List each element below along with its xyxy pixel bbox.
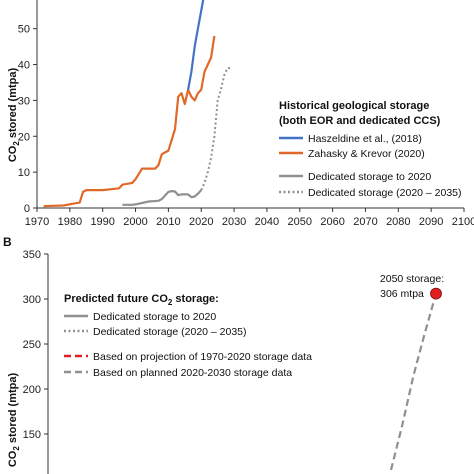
x-tick-label: 2040	[255, 216, 279, 228]
panel-label-b: B	[3, 235, 12, 249]
y-tick-label: 300	[23, 294, 41, 306]
legend-label: Zahasky & Krevor (2020)	[308, 148, 425, 160]
series-line	[187, 0, 205, 90]
panel-a-chart: 1970 1980 1990 2000 2010 2020 2030 2040 2050 2060…	[7, 0, 474, 228]
annotation-line1: 2050 storage:	[380, 273, 444, 285]
x-tick-label: 2050	[288, 216, 312, 228]
legend-title-line1: Historical geological storage	[279, 100, 429, 112]
series-line	[122, 189, 203, 206]
panel-b-legend: Predicted future CO2 storage: Dedicated …	[64, 293, 312, 379]
legend-title-line2: (both EOR and dedicated CCS)	[279, 115, 441, 127]
y-tick-label: 30	[18, 95, 30, 107]
x-tick-label: 2010	[156, 216, 180, 228]
legend-label: Dedicated storage (2020 – 2035)	[308, 187, 462, 199]
x-tick-label: 2070	[353, 216, 377, 228]
legend-label: Based on planned 2020-2030 storage data	[93, 367, 292, 379]
series-line	[200, 67, 231, 191]
legend-label: Dedicated storage to 2020	[308, 171, 431, 183]
y-tick-label: 10	[18, 167, 30, 179]
legend-label: Haszeldine et al., (2018)	[308, 133, 422, 145]
y-tick-label: 250	[23, 339, 41, 351]
x-tick-label: 1980	[58, 216, 82, 228]
x-tick-label: 1970	[25, 216, 49, 228]
legend-b-title: Predicted future CO2 storage:	[64, 293, 219, 307]
annotation-line2: 306 mtpa	[380, 288, 424, 300]
x-tick-label: 2080	[386, 216, 410, 228]
panel-a-legend: Historical geological storage (both EOR …	[279, 100, 462, 199]
x-tick-label: 1990	[90, 216, 114, 228]
series-line	[43, 35, 216, 208]
x-tick-label: 2030	[222, 216, 246, 228]
x-tick-label: 2000	[123, 216, 147, 228]
panel-b-axes: 150 200 250 300 350	[23, 249, 49, 474]
x-tick-label: 2020	[189, 216, 213, 228]
legend-label: Dedicated storage to 2020	[93, 311, 216, 323]
legend-label: Dedicated storage (2020 – 2035)	[93, 326, 247, 338]
y-tick-label: 150	[23, 429, 41, 441]
panel-a-series	[43, 0, 231, 208]
data-point-marker	[430, 287, 442, 300]
panel-b-series	[389, 287, 442, 471]
panel-b-y-axis-label: CO2 stored (mtpa)	[7, 373, 21, 468]
panel-a-axes: 1970 1980 1990 2000 2010 2020 2030 2040 2050 2060…	[18, 0, 474, 228]
panel-b-chart: B 150 200 250 300 350 CO2 stored (mtpa) Pred…	[3, 235, 444, 474]
legend-label: Based on projection of 1970-2020 storage…	[93, 351, 312, 363]
y-tick-label: 50	[18, 24, 30, 36]
x-tick-label: 2060	[320, 216, 344, 228]
y-tick-label: 200	[23, 384, 41, 396]
y-tick-label: 40	[18, 60, 30, 72]
panel-a-y-axis-label: CO2 stored (mtpa)	[7, 68, 21, 163]
y-tick-label: 20	[18, 131, 30, 143]
x-tick-label: 2100	[452, 216, 474, 228]
panel-b-annotation: 2050 storage: 306 mtpa	[380, 273, 444, 300]
y-tick-label: 350	[23, 249, 41, 261]
x-tick-label: 2090	[419, 216, 443, 228]
series-line	[389, 293, 438, 471]
y-tick-label: 0	[24, 203, 30, 215]
